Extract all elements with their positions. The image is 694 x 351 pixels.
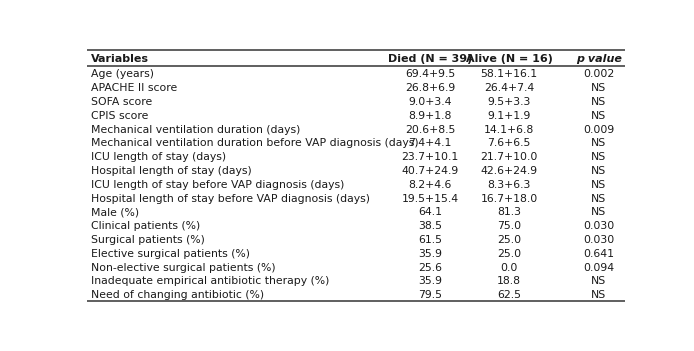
Text: 14.1+6.8: 14.1+6.8 — [484, 125, 534, 134]
Text: 7.4+4.1: 7.4+4.1 — [408, 138, 452, 148]
Text: 40.7+24.9: 40.7+24.9 — [401, 166, 459, 176]
Text: Hospital length of stay (days): Hospital length of stay (days) — [91, 166, 252, 176]
Text: 8.2+4.6: 8.2+4.6 — [408, 180, 452, 190]
Text: 21.7+10.0: 21.7+10.0 — [480, 152, 538, 162]
Text: 79.5: 79.5 — [418, 290, 442, 300]
Text: 26.8+6.9: 26.8+6.9 — [405, 83, 455, 93]
Text: NS: NS — [591, 97, 607, 107]
Text: 25.6: 25.6 — [418, 263, 442, 273]
Text: Inadequate empirical antibiotic therapy (%): Inadequate empirical antibiotic therapy … — [91, 276, 330, 286]
Text: NS: NS — [591, 111, 607, 121]
Text: 64.1: 64.1 — [418, 207, 442, 217]
Text: 7.6+6.5: 7.6+6.5 — [487, 138, 531, 148]
Text: 35.9: 35.9 — [418, 249, 442, 259]
Text: NS: NS — [591, 83, 607, 93]
Text: NS: NS — [591, 290, 607, 300]
Text: 20.6+8.5: 20.6+8.5 — [405, 125, 455, 134]
Text: 75.0: 75.0 — [497, 221, 521, 231]
Text: 25.0: 25.0 — [497, 235, 521, 245]
Text: Hospital length of stay before VAP diagnosis (days): Hospital length of stay before VAP diagn… — [91, 194, 370, 204]
Text: Mechanical ventilation duration before VAP diagnosis (days): Mechanical ventilation duration before V… — [91, 138, 418, 148]
Text: 0.094: 0.094 — [583, 263, 614, 273]
Text: Elective surgical patients (%): Elective surgical patients (%) — [91, 249, 250, 259]
Text: ICU length of stay before VAP diagnosis (days): ICU length of stay before VAP diagnosis … — [91, 180, 344, 190]
Text: Need of changing antibiotic (%): Need of changing antibiotic (%) — [91, 290, 264, 300]
Text: 61.5: 61.5 — [418, 235, 442, 245]
Text: NS: NS — [591, 138, 607, 148]
Text: 0.002: 0.002 — [583, 69, 614, 79]
Text: ICU length of stay (days): ICU length of stay (days) — [91, 152, 226, 162]
Text: NS: NS — [591, 180, 607, 190]
Text: Male (%): Male (%) — [91, 207, 139, 217]
Text: SOFA score: SOFA score — [91, 97, 152, 107]
Text: 81.3: 81.3 — [497, 207, 521, 217]
Text: Variables: Variables — [91, 53, 149, 64]
Text: 58.1+16.1: 58.1+16.1 — [480, 69, 538, 79]
Text: APACHE II score: APACHE II score — [91, 83, 177, 93]
Text: 25.0: 25.0 — [497, 249, 521, 259]
Text: 69.4+9.5: 69.4+9.5 — [405, 69, 455, 79]
Text: Mechanical ventilation duration (days): Mechanical ventilation duration (days) — [91, 125, 301, 134]
Text: 9.5+3.3: 9.5+3.3 — [487, 97, 531, 107]
Text: 38.5: 38.5 — [418, 221, 442, 231]
Text: 19.5+15.4: 19.5+15.4 — [401, 194, 459, 204]
Text: p value: p value — [576, 53, 622, 64]
Text: 8.3+6.3: 8.3+6.3 — [487, 180, 531, 190]
Text: 0.030: 0.030 — [583, 235, 614, 245]
Text: 42.6+24.9: 42.6+24.9 — [480, 166, 538, 176]
Text: 0.641: 0.641 — [583, 249, 614, 259]
Text: 26.4+7.4: 26.4+7.4 — [484, 83, 534, 93]
Text: 23.7+10.1: 23.7+10.1 — [401, 152, 459, 162]
Text: Clinical patients (%): Clinical patients (%) — [91, 221, 201, 231]
Text: 18.8: 18.8 — [497, 276, 521, 286]
Text: 16.7+18.0: 16.7+18.0 — [480, 194, 538, 204]
Text: NS: NS — [591, 166, 607, 176]
Text: 35.9: 35.9 — [418, 276, 442, 286]
Text: 9.1+1.9: 9.1+1.9 — [487, 111, 531, 121]
Text: Non-elective surgical patients (%): Non-elective surgical patients (%) — [91, 263, 276, 273]
Text: 9.0+3.4: 9.0+3.4 — [408, 97, 452, 107]
Text: NS: NS — [591, 152, 607, 162]
Text: Died (N = 39): Died (N = 39) — [388, 53, 472, 64]
Text: 0.009: 0.009 — [583, 125, 614, 134]
Text: Age (years): Age (years) — [91, 69, 154, 79]
Text: NS: NS — [591, 207, 607, 217]
Text: NS: NS — [591, 194, 607, 204]
Text: Alive (N = 16): Alive (N = 16) — [466, 53, 552, 64]
Text: 0.0: 0.0 — [500, 263, 518, 273]
Text: Surgical patients (%): Surgical patients (%) — [91, 235, 205, 245]
Text: NS: NS — [591, 276, 607, 286]
Text: 0.030: 0.030 — [583, 221, 614, 231]
Text: 8.9+1.8: 8.9+1.8 — [408, 111, 452, 121]
Text: 62.5: 62.5 — [497, 290, 521, 300]
Text: CPIS score: CPIS score — [91, 111, 149, 121]
